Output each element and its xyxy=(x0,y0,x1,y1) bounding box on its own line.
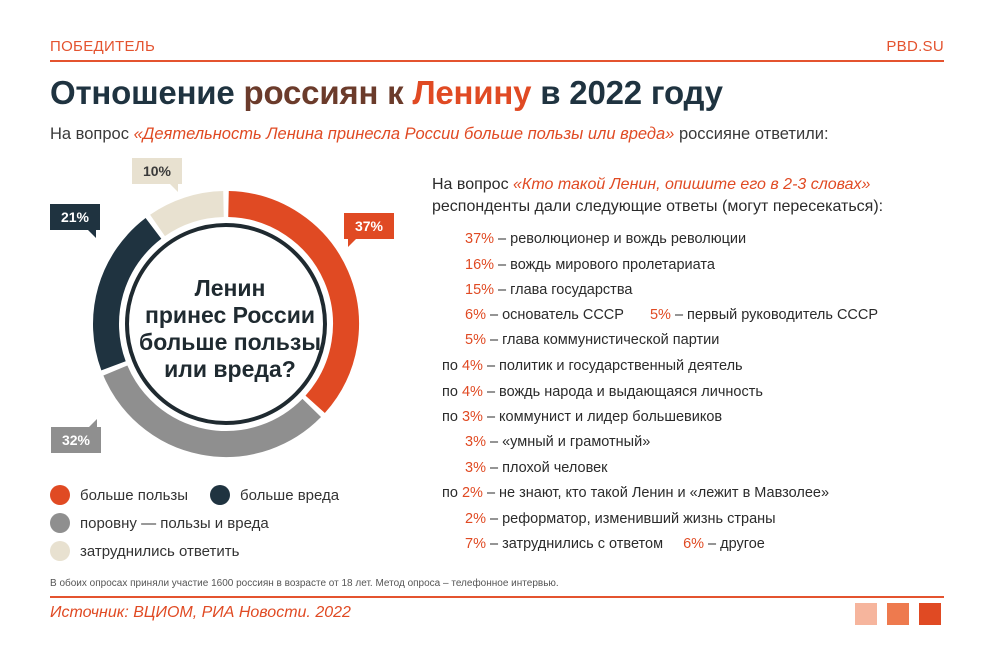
answer-item: 5% – глава коммунистической партии xyxy=(465,332,720,348)
brand-left: ПОБЕДИТЕЛЬ xyxy=(50,38,156,55)
answer-item: 15% – глава государства xyxy=(465,282,633,298)
answer-item: 16% – вождь мирового пролетариата xyxy=(465,257,715,273)
center-line-2: принес России xyxy=(144,302,316,328)
legend-label-equal: поровну — пользы и вреда xyxy=(80,514,269,532)
answers-intro-line2: респонденты дали следующие ответы (могут… xyxy=(432,198,884,215)
brand-right: PBD.SU xyxy=(886,38,944,55)
slice-label-harm: 21% xyxy=(50,204,100,238)
legend-label-unsure: затруднились ответить xyxy=(80,542,240,560)
answer-item: по 2% – не знают, кто такой Ленин и «леж… xyxy=(442,485,830,501)
subtitle: На вопрос «Деятельность Ленина принесла … xyxy=(50,125,829,144)
donut-chart xyxy=(93,191,359,457)
legend-dot-harm xyxy=(210,485,230,505)
legend-item-equal: поровну — пользы и вреда xyxy=(50,513,269,533)
answers-intro: На вопрос «Кто такой Ленин, опишите его … xyxy=(432,174,883,218)
subtitle-prefix: На вопрос xyxy=(50,125,134,143)
donut-slices xyxy=(93,191,359,457)
slice-label-equal: 32% xyxy=(51,419,101,453)
header-divider xyxy=(50,60,944,62)
answer-item: по 3% – коммунист и лидер большевиков xyxy=(442,409,723,425)
decor-square-1 xyxy=(855,603,877,625)
center-line-4: или вреда? xyxy=(164,356,296,382)
decor-square-3 xyxy=(919,603,941,625)
answer-item: 2% – реформатор, изменивший жизнь страны xyxy=(465,511,776,527)
answer-item: по 4% – вождь народа и выдающаяся личнос… xyxy=(442,384,763,400)
footer-divider xyxy=(50,596,944,598)
center-line-3: больше пользы xyxy=(139,329,321,355)
donut-slice-harm xyxy=(93,218,162,371)
title-part4: в 2022 году xyxy=(531,74,723,111)
legend-item-unsure: затруднились ответить xyxy=(50,541,239,561)
title-part3: Ленину xyxy=(412,74,532,111)
page-title: Отношение россиян к Ленину в 2022 году xyxy=(50,74,723,112)
answer-item: 3% – плохой человек xyxy=(465,460,608,476)
slice-label-unsure: 10% xyxy=(132,158,182,192)
title-part1: Отношение xyxy=(50,74,244,111)
answer-item: 7% – затруднились с ответом 6% – другое xyxy=(465,536,765,552)
donut-inner-ring xyxy=(125,223,327,425)
slice-label-useful: 37% xyxy=(344,213,394,247)
donut-center-text: Ленин принес России больше пользы или вр… xyxy=(110,275,350,383)
footnote: В обоих опросах приняли участие 1600 рос… xyxy=(50,578,559,589)
source: Источник: ВЦИОМ, РИА Новости. 2022 xyxy=(50,604,351,621)
legend-dot-useful xyxy=(50,485,70,505)
decor-square-2 xyxy=(887,603,909,625)
answer-item: 3% – «умный и грамотный» xyxy=(465,434,651,450)
answers-intro-prefix: На вопрос xyxy=(432,176,514,193)
legend-item-useful: больше пользы xyxy=(50,485,188,505)
legend-item-harm: больше вреда xyxy=(210,485,339,505)
answer-item: 6% – основатель СССР 5% – первый руководи… xyxy=(465,307,879,323)
center-line-1: Ленин xyxy=(194,275,266,301)
answer-item: по 4% – политик и государственный деятел… xyxy=(442,358,743,374)
legend-dot-equal xyxy=(50,513,70,533)
answers-intro-question: «Кто такой Ленин, опишите его в 2-3 слов… xyxy=(513,176,871,193)
legend-label-harm: больше вреда xyxy=(240,486,340,504)
answer-item: 37% – революционер и вождь революции xyxy=(465,231,747,247)
donut-slice-useful xyxy=(228,191,359,413)
title-part2: россиян к xyxy=(243,74,413,111)
subtitle-question: «Деятельность Ленина принесла России бол… xyxy=(133,125,675,143)
donut-slice-equal xyxy=(103,365,322,457)
subtitle-suffix: россияне ответили: xyxy=(674,125,829,143)
donut-slice-unsure xyxy=(150,191,225,237)
legend-label-useful: больше пользы xyxy=(80,486,189,504)
legend-dot-unsure xyxy=(50,541,70,561)
